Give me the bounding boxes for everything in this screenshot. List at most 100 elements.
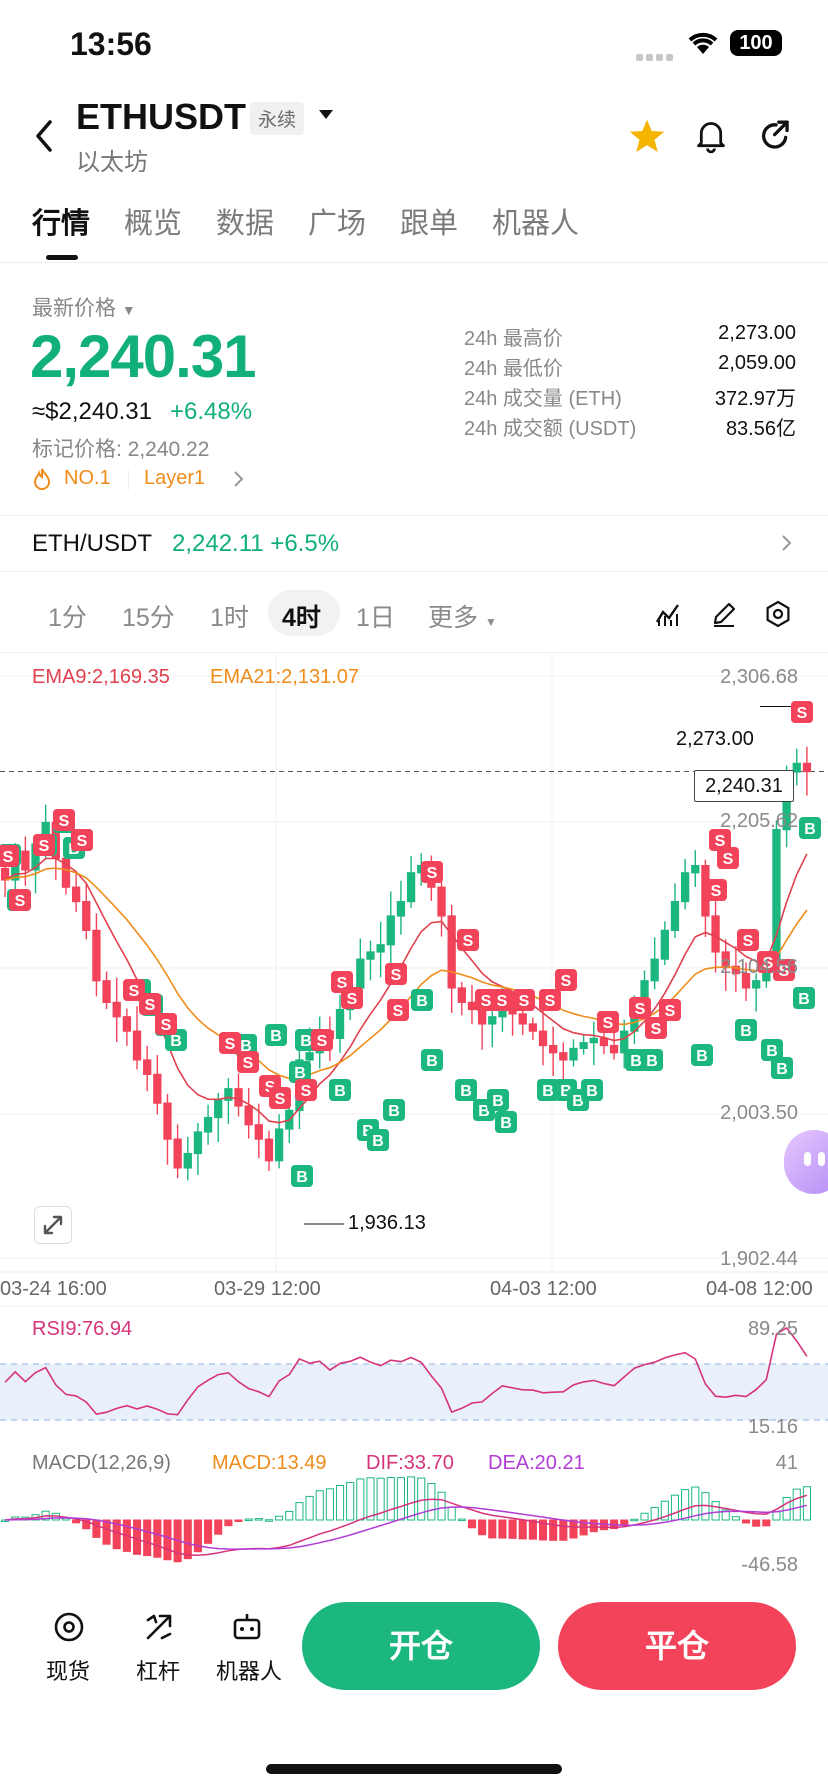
signal-text: B [372,1133,384,1150]
wifi-icon [686,28,720,61]
macd-bar [447,1506,456,1521]
leverage-icon[interactable] [142,1610,176,1649]
candle-body [620,1030,629,1054]
tf-15m[interactable]: 15分 [122,604,175,632]
sell-signal: S [53,809,75,831]
signal-text: S [265,1079,276,1096]
chevron-right-icon[interactable] [232,470,244,493]
tab-copy-trade[interactable]: 跟单 [400,208,459,240]
macd-bar [711,1501,720,1521]
signal-badge [33,834,55,856]
signal-badge [53,809,75,831]
alert-bell-icon[interactable] [694,118,728,159]
candle-body [234,1088,243,1107]
share-icon[interactable] [758,118,794,159]
candle-body [406,872,416,903]
tab-market[interactable]: 行情 [32,208,91,240]
sell-signal: S [421,861,443,883]
last-price-selector[interactable]: 最新价格 ▼ [32,292,136,322]
last-price: 2,240.31 [30,323,257,390]
rank-tag[interactable]: NO.1 [64,467,111,489]
signal-badge [0,845,19,867]
signal-badge [513,989,535,1011]
signal-badge [311,1029,333,1051]
signal-text: S [391,967,402,984]
spot-icon[interactable] [52,1610,86,1649]
sell-signal: S [155,1013,177,1035]
kline-chart[interactable]: BBBBBBBBBBBBBBBBBBBBBBBBBBBBBBBBBBBBBSSS… [0,654,828,1574]
sell-signal: S [773,959,795,981]
macd-bar [234,1519,243,1522]
open-position-button[interactable]: 开仓 [302,1602,540,1690]
signal-text: S [347,991,358,1008]
back-icon[interactable] [32,118,56,159]
tab-square[interactable]: 广场 [308,208,367,240]
tf-4h[interactable]: 4时 [282,604,321,632]
candle-body [549,1044,558,1054]
active-tab-indicator [46,255,78,260]
tf-more[interactable]: 更多 ▼ [428,598,497,634]
tf-1d[interactable]: 1日 [356,604,395,632]
candle-body [650,958,659,982]
macd-bar [549,1519,558,1541]
tf-1h[interactable]: 1时 [210,604,249,632]
candle-body [335,1008,345,1039]
bot-label[interactable]: 机器人 [216,1659,283,1684]
signal-badge [383,1099,405,1121]
draw-pencil-icon[interactable] [710,600,738,633]
signal-badge [457,929,479,951]
leverage-label[interactable]: 杠杆 [136,1659,181,1684]
close-position-button[interactable]: 平仓 [558,1602,796,1690]
candle-body [305,1052,314,1061]
assistant-bot-icon[interactable] [784,1130,828,1194]
signal-badge [537,1079,559,1101]
macd-bar [224,1519,233,1527]
macd-value: MACD:13.49 [212,1452,327,1474]
signal-badge [555,969,577,991]
tab-overview[interactable]: 概览 [124,208,183,240]
high-marker: 2,273.00 [676,728,754,750]
signal-badge [421,1049,443,1071]
signal-text: B [542,1083,554,1100]
x-tick: 03-29 12:00 [214,1278,321,1300]
sell-signal: S [629,997,651,1019]
candle-body [0,867,10,881]
signal-text: S [77,833,88,850]
macd-bar [335,1485,345,1521]
indicator-icon[interactable] [654,600,682,633]
signal-text: B [300,1033,312,1050]
signal-badge [709,829,731,851]
macd-tick: -46.58 [741,1554,798,1576]
tab-data[interactable]: 数据 [216,208,275,240]
macd-bar [305,1495,314,1521]
candle-body [132,1030,142,1061]
stat-low-value: 2,059.00 [718,352,796,374]
candle-body [579,1042,588,1050]
signal-text: B [388,1103,400,1120]
ema21-label: EMA21:2,131.07 [210,666,359,688]
signal-badge [155,1013,177,1035]
symbol-title[interactable]: ETHUSDT [76,96,246,137]
spot-label[interactable]: 现货 [46,1659,91,1684]
signal-badge [629,997,651,1019]
sell-signal: S [0,845,19,867]
chart-settings-icon[interactable] [764,600,792,633]
expand-chart-icon[interactable] [34,1206,72,1244]
sector-tag[interactable]: Layer1 [144,467,206,489]
signal-badge [291,1165,313,1187]
candle-body [447,915,456,989]
chevron-right-icon[interactable] [780,534,792,557]
candle-body [183,1152,192,1169]
tf-1m[interactable]: 1分 [48,604,87,632]
macd-bar [528,1519,537,1540]
favorite-star-icon[interactable] [628,118,666,159]
signal-text: B [270,1028,282,1045]
y-tick: 2,205.62 [720,810,798,832]
signal-badge [705,879,727,901]
bot-icon[interactable] [230,1610,264,1649]
spot-pair-row[interactable] [0,515,828,572]
candle-body [741,972,751,989]
tab-bot[interactable]: 机器人 [492,208,580,240]
symbol-dropdown-icon[interactable] [318,108,334,126]
sell-signal: S [659,999,681,1021]
